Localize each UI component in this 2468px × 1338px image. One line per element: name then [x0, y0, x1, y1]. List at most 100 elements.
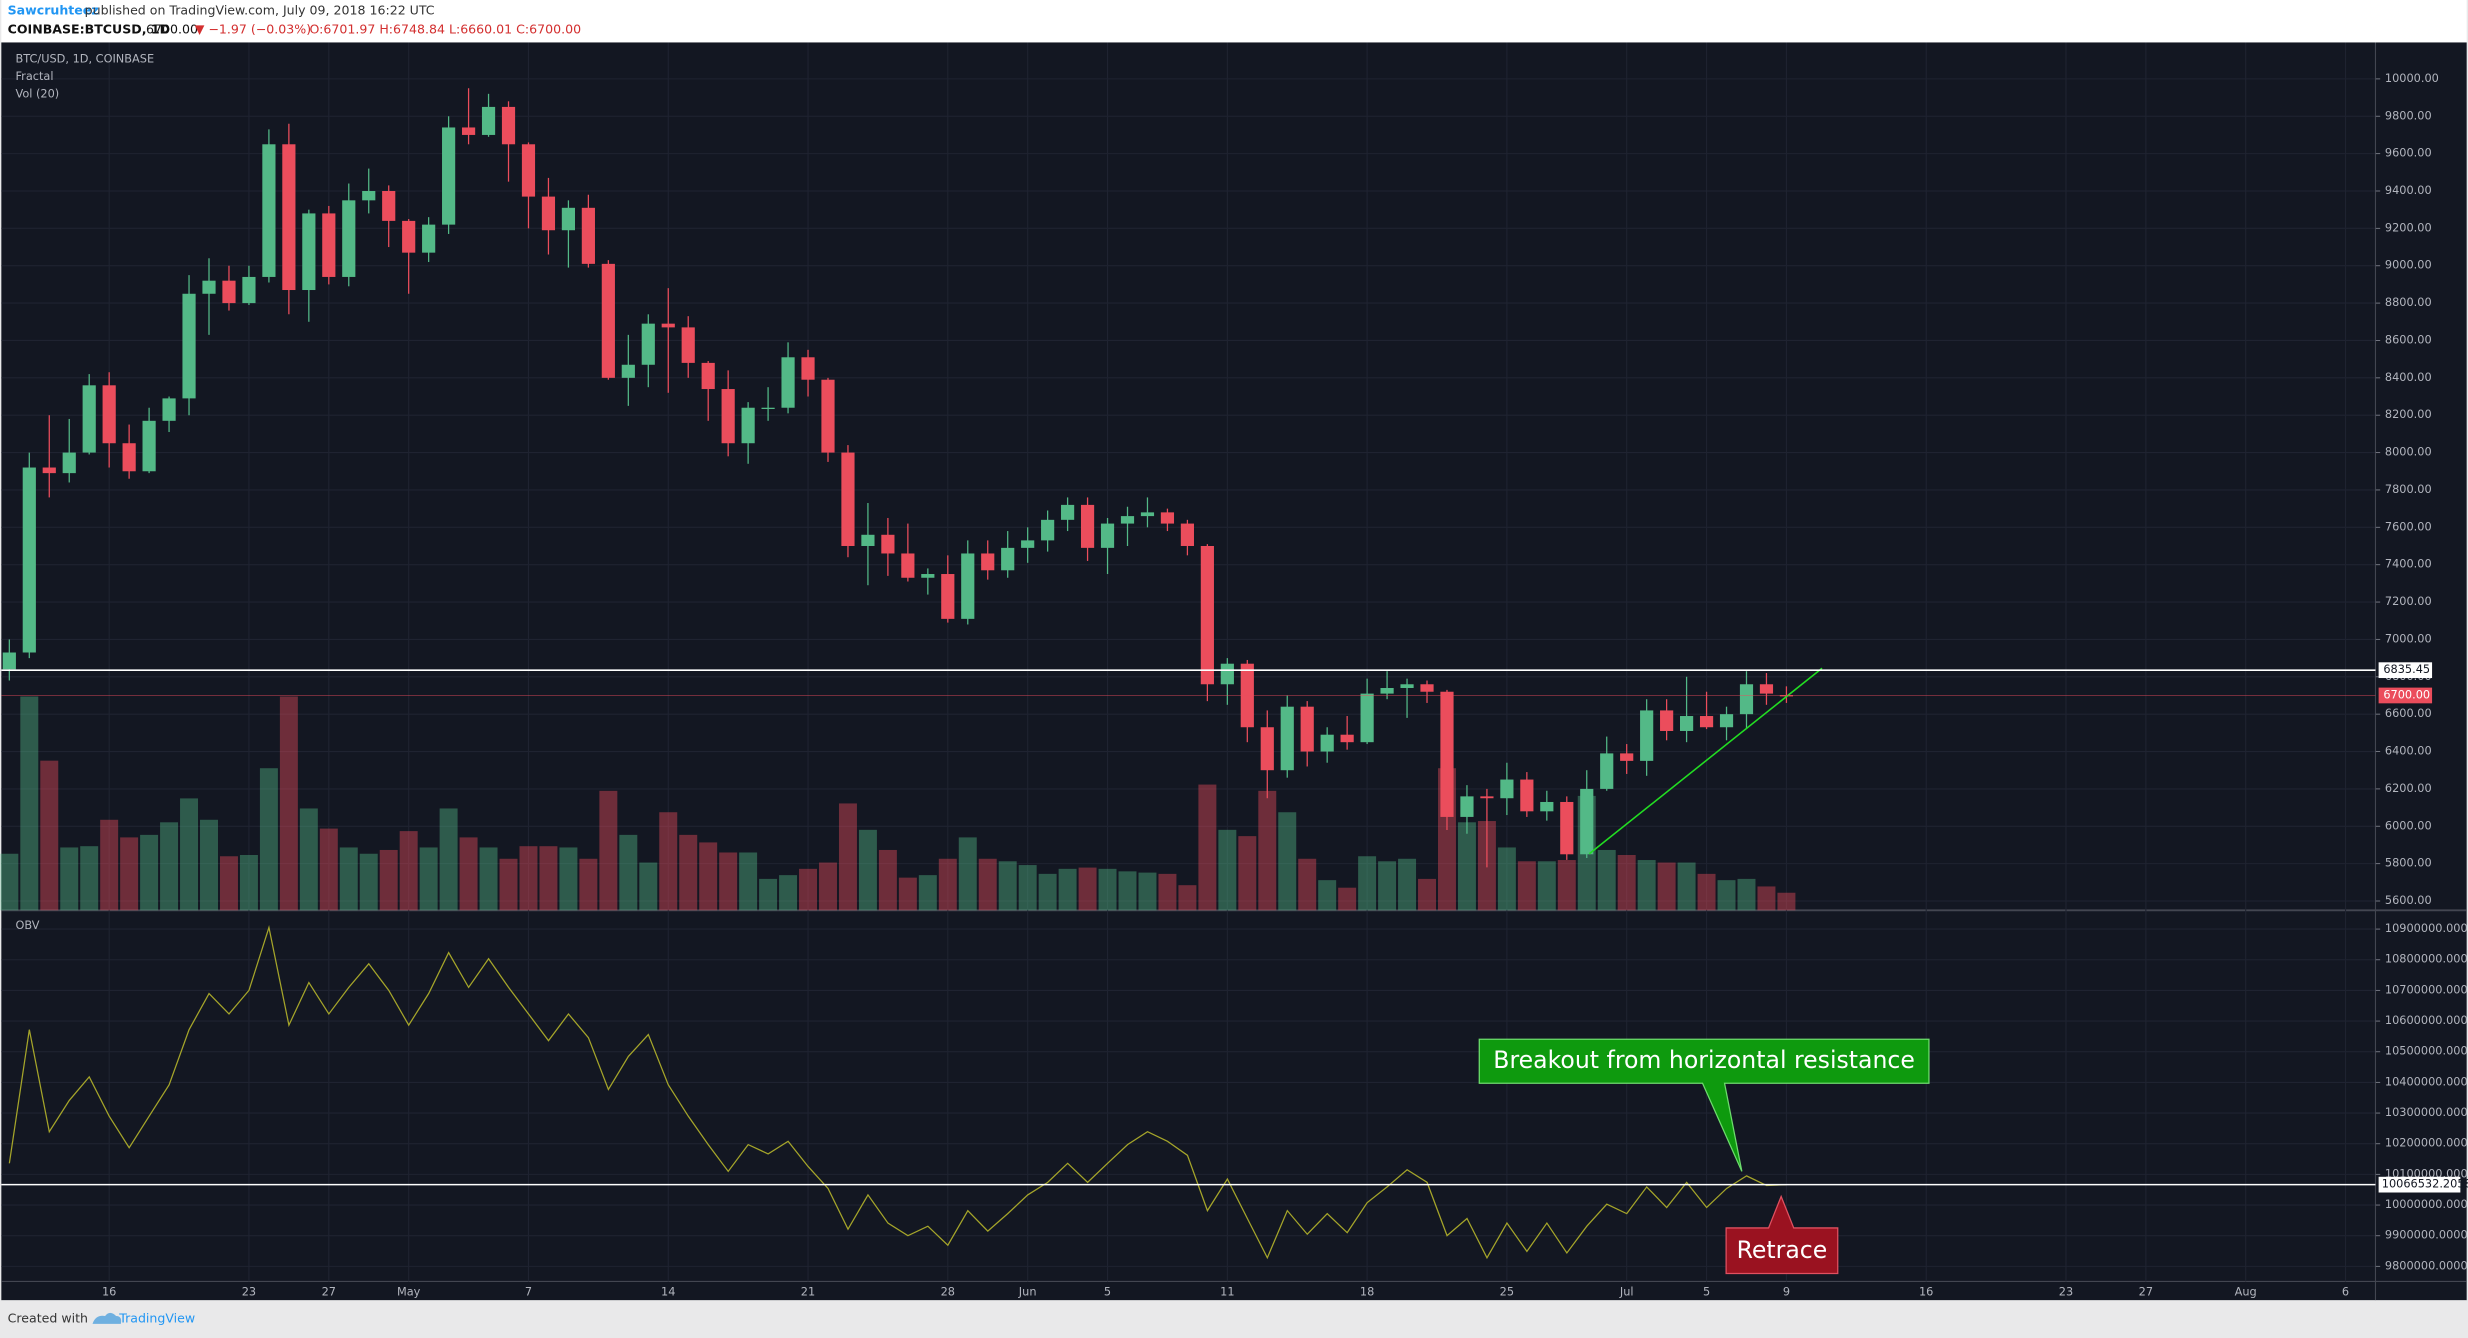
footer-brand[interactable]: TradingView: [118, 1311, 195, 1326]
volume-bar: [100, 819, 119, 911]
trend-line: [1588, 667, 1823, 855]
author[interactable]: Sawcruhteez: [8, 3, 99, 18]
footer-logo: [92, 1312, 122, 1324]
candle-body: [1739, 684, 1754, 715]
candle-body: [1380, 687, 1394, 694]
x-tick-label: 9: [1783, 1284, 1790, 1298]
volume-bar: [1637, 860, 1656, 911]
candle-body: [122, 443, 136, 472]
candle-body: [581, 207, 595, 264]
candle-body: [1440, 691, 1454, 817]
volume-bar: [319, 828, 338, 911]
x-tick-label: 18: [1360, 1284, 1374, 1298]
candle-body: [222, 280, 236, 304]
candle-body: [801, 357, 815, 380]
candle-body: [302, 213, 316, 291]
annotation-box: [1478, 1038, 1930, 1172]
x-tick-label: 23: [242, 1284, 256, 1298]
candle-body: [1300, 706, 1314, 752]
volume-bar: [659, 812, 678, 911]
volume-bar: [1098, 868, 1117, 911]
x-tick-label: 25: [1500, 1284, 1514, 1298]
candle-body: [262, 144, 276, 277]
candle-body: [382, 190, 396, 221]
volume-bar: [279, 696, 298, 911]
volume-bar: [399, 831, 418, 911]
candle-body: [841, 452, 855, 546]
volume-bar: [998, 861, 1017, 911]
volume-bar: [719, 852, 738, 911]
candle-body: [921, 574, 935, 578]
volume-bar: [958, 837, 977, 911]
volume-bar: [699, 842, 718, 911]
candle-body: [1699, 716, 1714, 728]
y2-tick-label: 10300000.0000: [2385, 1105, 2468, 1119]
candle-body: [1640, 710, 1654, 761]
x-tick-label: 14: [661, 1284, 675, 1298]
candle-body: [621, 364, 635, 378]
volume-bar: [619, 834, 638, 911]
volume-bar: [1557, 860, 1576, 911]
candle-body: [1660, 710, 1674, 731]
volume-bar: [1717, 880, 1736, 911]
candle-body: [661, 323, 675, 328]
change: ▼ −1.97 (−0.03%): [195, 21, 311, 36]
y-tick-label: 9200.00: [2385, 220, 2432, 234]
legend-title: BTC/USD, 1D, COINBASE: [15, 52, 154, 66]
candle-body: [1041, 519, 1055, 541]
candle-body: [322, 213, 336, 277]
candle-body: [442, 127, 456, 225]
candle-body: [42, 467, 56, 474]
volume-bar: [1338, 887, 1357, 911]
volume-bar: [1677, 862, 1696, 911]
candle-body: [541, 196, 556, 231]
volume-bar: [739, 852, 758, 911]
candle-body: [881, 534, 895, 554]
candle-body: [82, 385, 96, 453]
y-tick-label: 9600.00: [2385, 146, 2432, 160]
volume-bar: [978, 858, 997, 911]
candle-body: [1160, 512, 1175, 524]
x-tick-label: 11: [1220, 1284, 1234, 1298]
last-price-tag: [2378, 687, 2433, 704]
legend-indicator: Vol (20): [15, 86, 59, 100]
candle-body: [721, 389, 735, 444]
y2-tick-label: 10600000.0000: [2385, 1013, 2468, 1027]
candle-body: [162, 398, 176, 421]
candle-body: [941, 574, 955, 619]
candle-body: [741, 407, 755, 444]
candle-body: [1580, 788, 1594, 855]
candle-body: [1560, 801, 1574, 855]
obv-level-label: 10066532.2058: [2382, 1177, 2468, 1191]
candle-body: [861, 534, 875, 546]
x-tick-label: 6: [2342, 1284, 2349, 1298]
volume-bar: [499, 858, 518, 911]
volume-bar: [1418, 878, 1436, 911]
volume-bar: [1058, 868, 1077, 911]
volume-bar: [1398, 858, 1417, 911]
y2-tick-label: 9900000.0000: [2385, 1228, 2468, 1242]
candle-body: [1480, 796, 1494, 799]
volume-bar: [898, 877, 917, 911]
y-tick-label: 8800.00: [2385, 295, 2432, 309]
candle-body: [761, 407, 775, 409]
x-tick-label: 23: [2059, 1284, 2073, 1298]
candle-body: [1200, 545, 1214, 685]
y-tick-label: 6600.00: [2385, 706, 2432, 720]
volume-bar: [1238, 836, 1257, 911]
candle-body: [402, 220, 416, 253]
volume-bar: [459, 837, 478, 911]
candle-body: [701, 362, 715, 390]
y-tick-label: 9800.00: [2385, 108, 2432, 122]
volume-bar: [779, 875, 798, 911]
candle-body: [1400, 684, 1414, 688]
y-tick-label: 9400.00: [2385, 183, 2432, 197]
x-tick-label: 16: [102, 1284, 116, 1298]
volume-bar: [60, 847, 79, 911]
volume-bar: [20, 696, 39, 911]
volume-bar: [1358, 856, 1377, 911]
volume-bar: [878, 849, 897, 911]
candle-body: [461, 127, 476, 135]
